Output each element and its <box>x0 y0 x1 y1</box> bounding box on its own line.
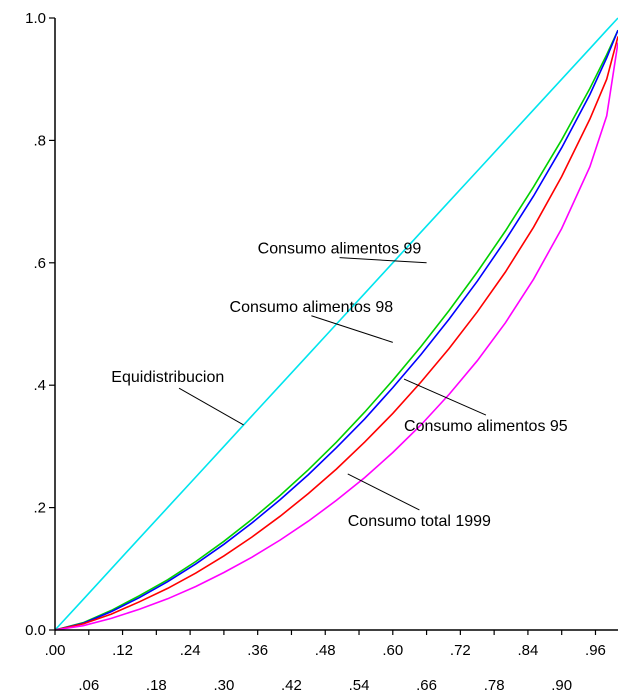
series-layer <box>54 17 618 631</box>
annotations-layer: Equidistribucion Consumo alimentos 99 Cons… <box>111 241 568 530</box>
y-tick-label: .2 <box>33 500 46 517</box>
x-tick-label: .36 <box>247 642 268 659</box>
x-tick-label: .66 <box>416 677 437 694</box>
x-tick-label: .30 <box>213 677 234 694</box>
x-tick-label: .18 <box>146 677 167 694</box>
y-tick-label: 1.0 <box>25 10 46 27</box>
series-line-consumo-total-1999 <box>54 42 618 631</box>
ticks-layer: 0.0 .2 .4 .6 .8 1.0 .00 .06 .12 .18 .24 .30 .36 .42 .4… <box>25 10 606 694</box>
x-tick-label: .48 <box>315 642 336 659</box>
x-tick-label: .84 <box>517 642 538 659</box>
x-tick-label: .24 <box>180 642 201 659</box>
annotation-leader-consumo-total-1999 <box>347 473 420 511</box>
x-tick-label: .72 <box>450 642 471 659</box>
x-tick-label: .60 <box>382 642 403 659</box>
series-line-consumo-alimentos-98 <box>54 29 618 631</box>
series-line-equidistribucion <box>54 17 618 631</box>
y-tick-label: .6 <box>33 255 46 272</box>
x-tick-label: .96 <box>585 642 606 659</box>
annotation-label-consumo-alimentos-98: Consumo alimentos 98 <box>230 299 394 316</box>
annotation-label-equidistribucion: Equidistribucion <box>111 369 224 386</box>
annotation-leader-consumo-alimentos-98 <box>311 315 393 343</box>
axes-layer <box>54 18 618 631</box>
annotation-leader-consumo-alimentos-99 <box>339 257 427 264</box>
series-line-consumo-alimentos-95 <box>54 36 618 631</box>
y-tick-label: .4 <box>33 377 46 394</box>
x-tick-label: .00 <box>45 642 66 659</box>
annotation-leader-consumo-alimentos-95 <box>403 378 487 416</box>
annotation-label-consumo-total-1999: Consumo total 1999 <box>348 513 491 530</box>
series-line-consumo-alimentos-99 <box>54 29 618 631</box>
x-tick-label: .90 <box>551 677 572 694</box>
annotation-label-consumo-alimentos-99: Consumo alimentos 99 <box>258 241 422 258</box>
x-tick-label: .78 <box>484 677 505 694</box>
y-tick-label: 0.0 <box>25 622 46 639</box>
x-tick-label: .42 <box>281 677 302 694</box>
y-tick-label: .8 <box>33 132 46 149</box>
annotation-leader-equidistribucion <box>178 387 244 426</box>
x-tick-label: .54 <box>349 677 370 694</box>
x-tick-label: .06 <box>78 677 99 694</box>
annotation-label-consumo-alimentos-95: Consumo alimentos 95 <box>404 418 568 435</box>
x-tick-label: .12 <box>112 642 133 659</box>
